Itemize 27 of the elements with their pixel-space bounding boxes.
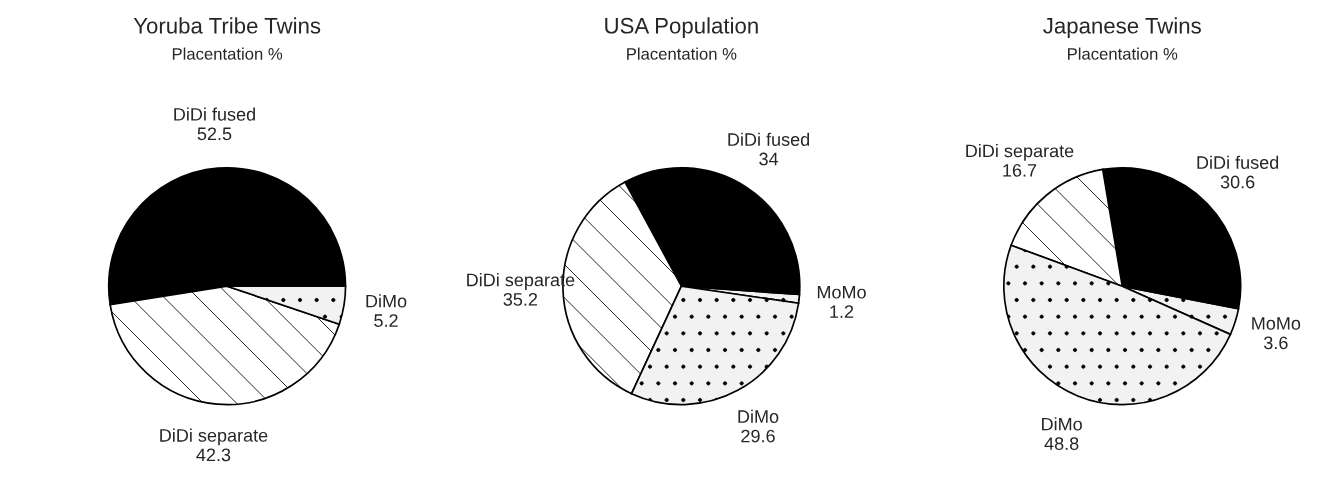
- data-label: 16.7: [1003, 163, 1037, 177]
- data-label: 30.6: [1220, 175, 1255, 189]
- data-label: 52.5: [197, 127, 232, 141]
- data-label: 29.6: [741, 429, 775, 443]
- slice-label: DiMo: [738, 409, 779, 423]
- slice-label: DiMo: [1042, 417, 1082, 431]
- data-label: 42.3: [196, 448, 231, 462]
- chart-title: USA Population: [605, 17, 758, 38]
- chart-subtitle: Placentation %: [1068, 47, 1178, 60]
- slice-label: MoMo: [1252, 317, 1301, 330]
- data-label: 35.2: [503, 292, 538, 306]
- chart-subtitle: Placentation %: [627, 47, 737, 60]
- data-label: 3.6: [1263, 336, 1288, 350]
- slice-label: MoMo: [817, 285, 866, 299]
- data-label: 34: [759, 152, 779, 166]
- slice-label: DiDi fused: [728, 132, 810, 146]
- slice-label: DiDi separate: [966, 144, 1074, 161]
- data-label: 5.2: [374, 314, 398, 327]
- slice-label: DiDi fused: [174, 107, 255, 121]
- chart-title: Japanese Twins: [1043, 17, 1201, 38]
- slice-label: DiMo: [366, 294, 407, 308]
- data-label: 1.2: [830, 305, 854, 318]
- chart-subtitle: Placentation %: [172, 47, 283, 60]
- data-label: 48.8: [1044, 437, 1079, 450]
- chart-title: Yoruba Tribe Twins: [133, 17, 321, 34]
- slice-label: DiDi fused: [1197, 155, 1279, 169]
- slice-label: DiDi separate: [160, 428, 268, 446]
